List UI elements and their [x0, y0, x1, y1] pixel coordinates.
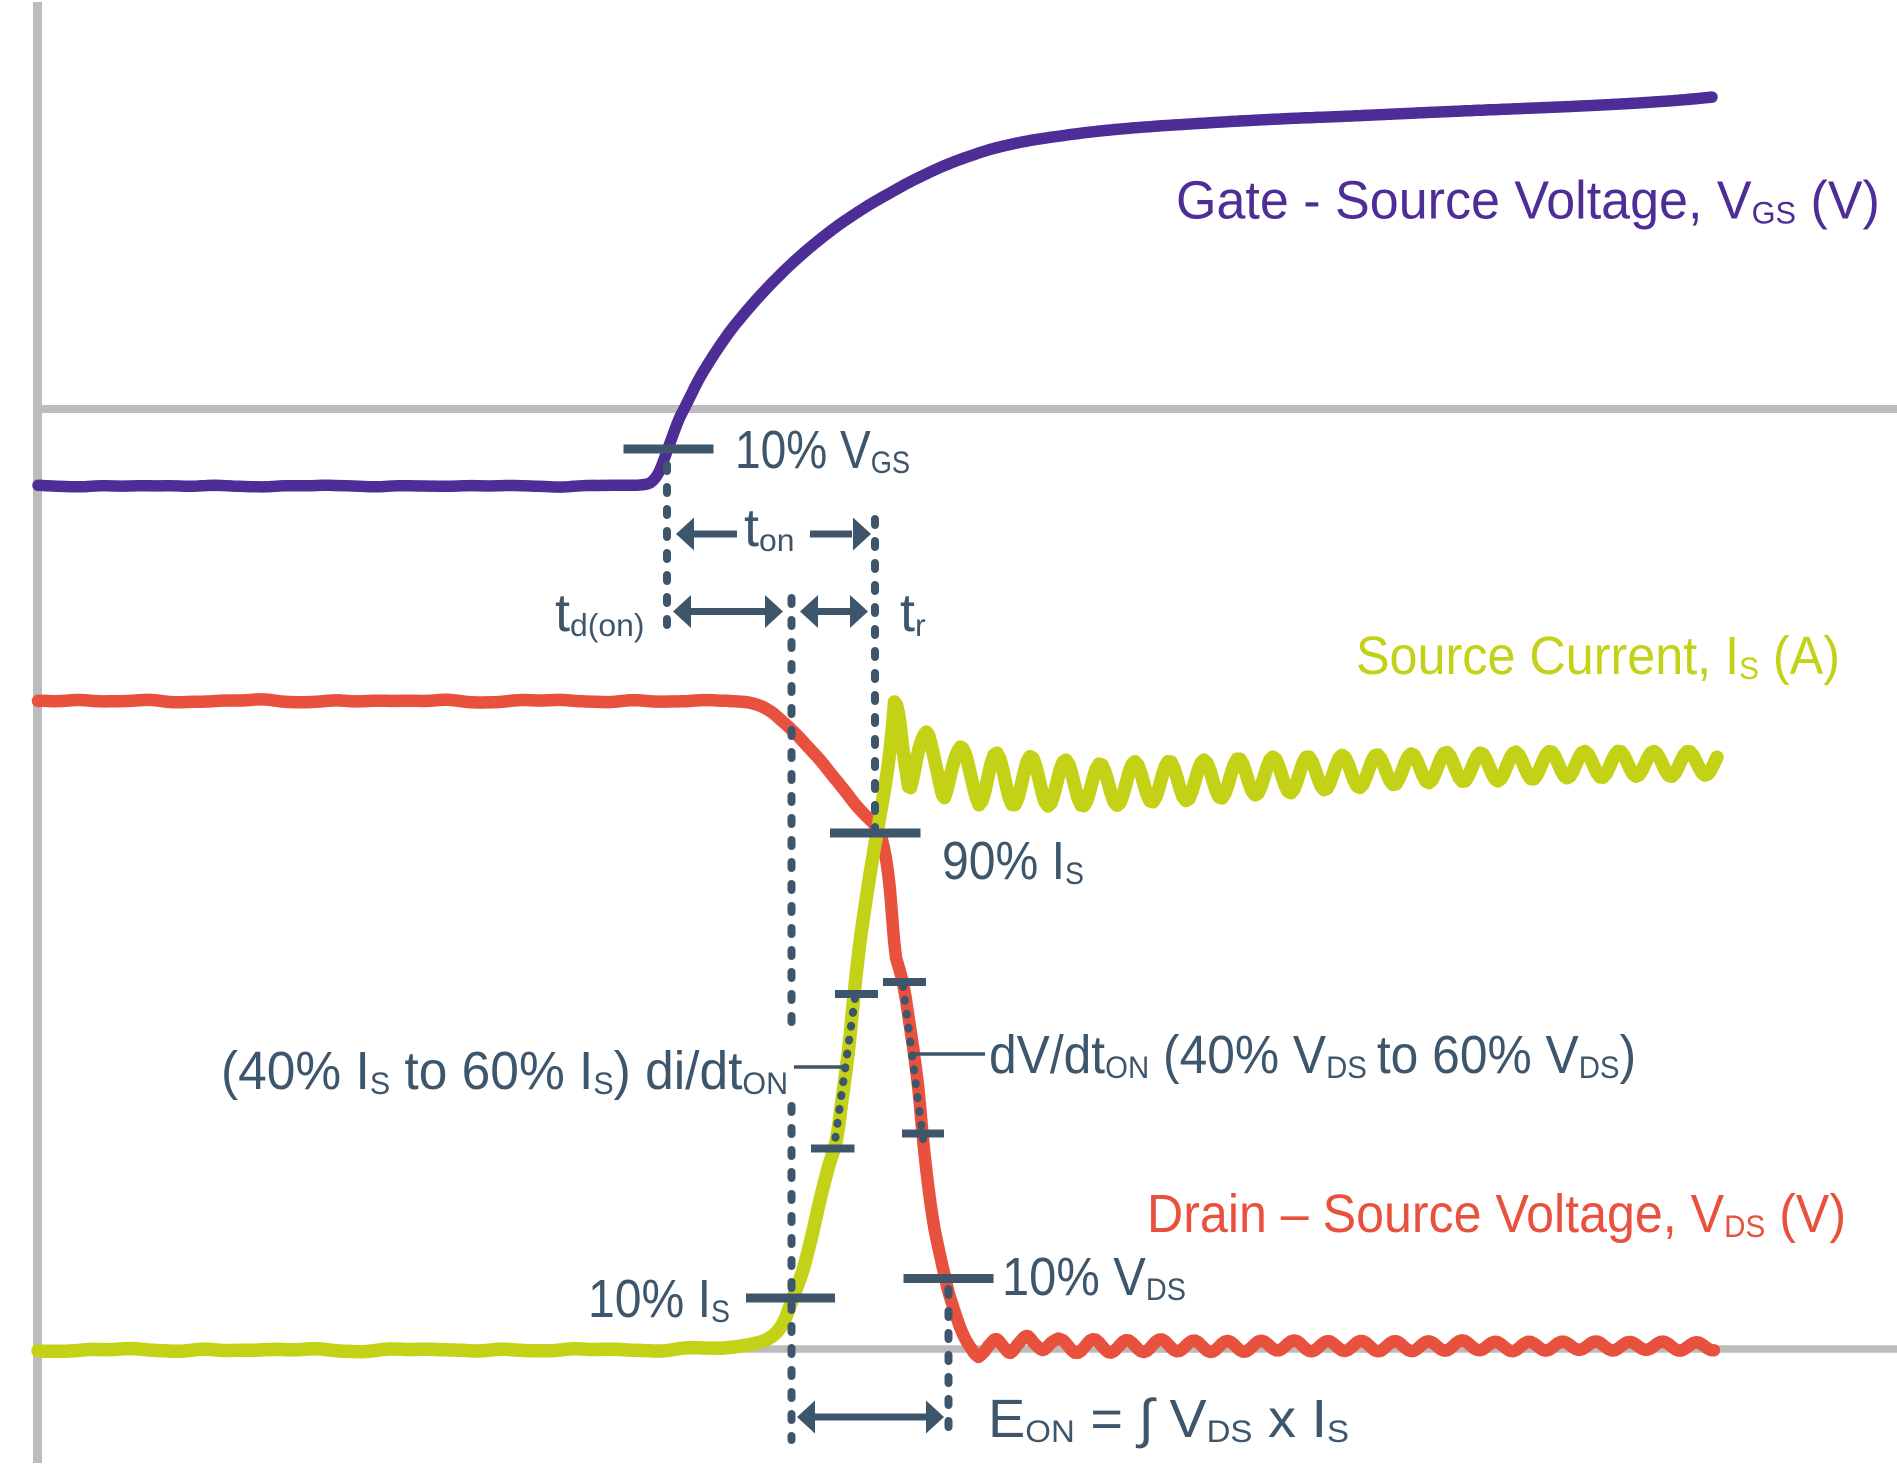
svg-text:Source Current, IS​ (A): Source Current, IS​ (A) — [1356, 626, 1840, 686]
svg-text:ton​: ton​ — [744, 498, 795, 558]
svg-text:EON​ = ∫ VDS​ x IS​: EON​ = ∫ VDS​ x IS​ — [988, 1388, 1349, 1449]
svg-text:Drain – Source Voltage, VDS​ (: Drain – Source Voltage, VDS​ (V) — [1147, 1184, 1846, 1244]
svg-text:10% VDS​: 10% VDS​ — [1002, 1246, 1186, 1308]
svg-text:dV/dtON​ (40% VDS​ to 60% VDS​: dV/dtON​ (40% VDS​ to 60% VDS​) — [989, 1025, 1636, 1085]
svg-text:(40% IS​ to 60% IS​) di/dtON​: (40% IS​ to 60% IS​) di/dtON​ — [221, 1041, 788, 1101]
svg-text:10% IS​: 10% IS​ — [588, 1268, 730, 1329]
svg-text:Gate - Source Voltage, VGS​ (V: Gate - Source Voltage, VGS​ (V) — [1176, 171, 1880, 231]
svg-text:90% IS​: 90% IS​ — [942, 830, 1084, 891]
svg-text:tr​: tr​ — [900, 583, 926, 643]
svg-text:td(on)​: td(on)​ — [555, 583, 644, 643]
svg-text:10% VGS​: 10% VGS​ — [735, 420, 910, 481]
